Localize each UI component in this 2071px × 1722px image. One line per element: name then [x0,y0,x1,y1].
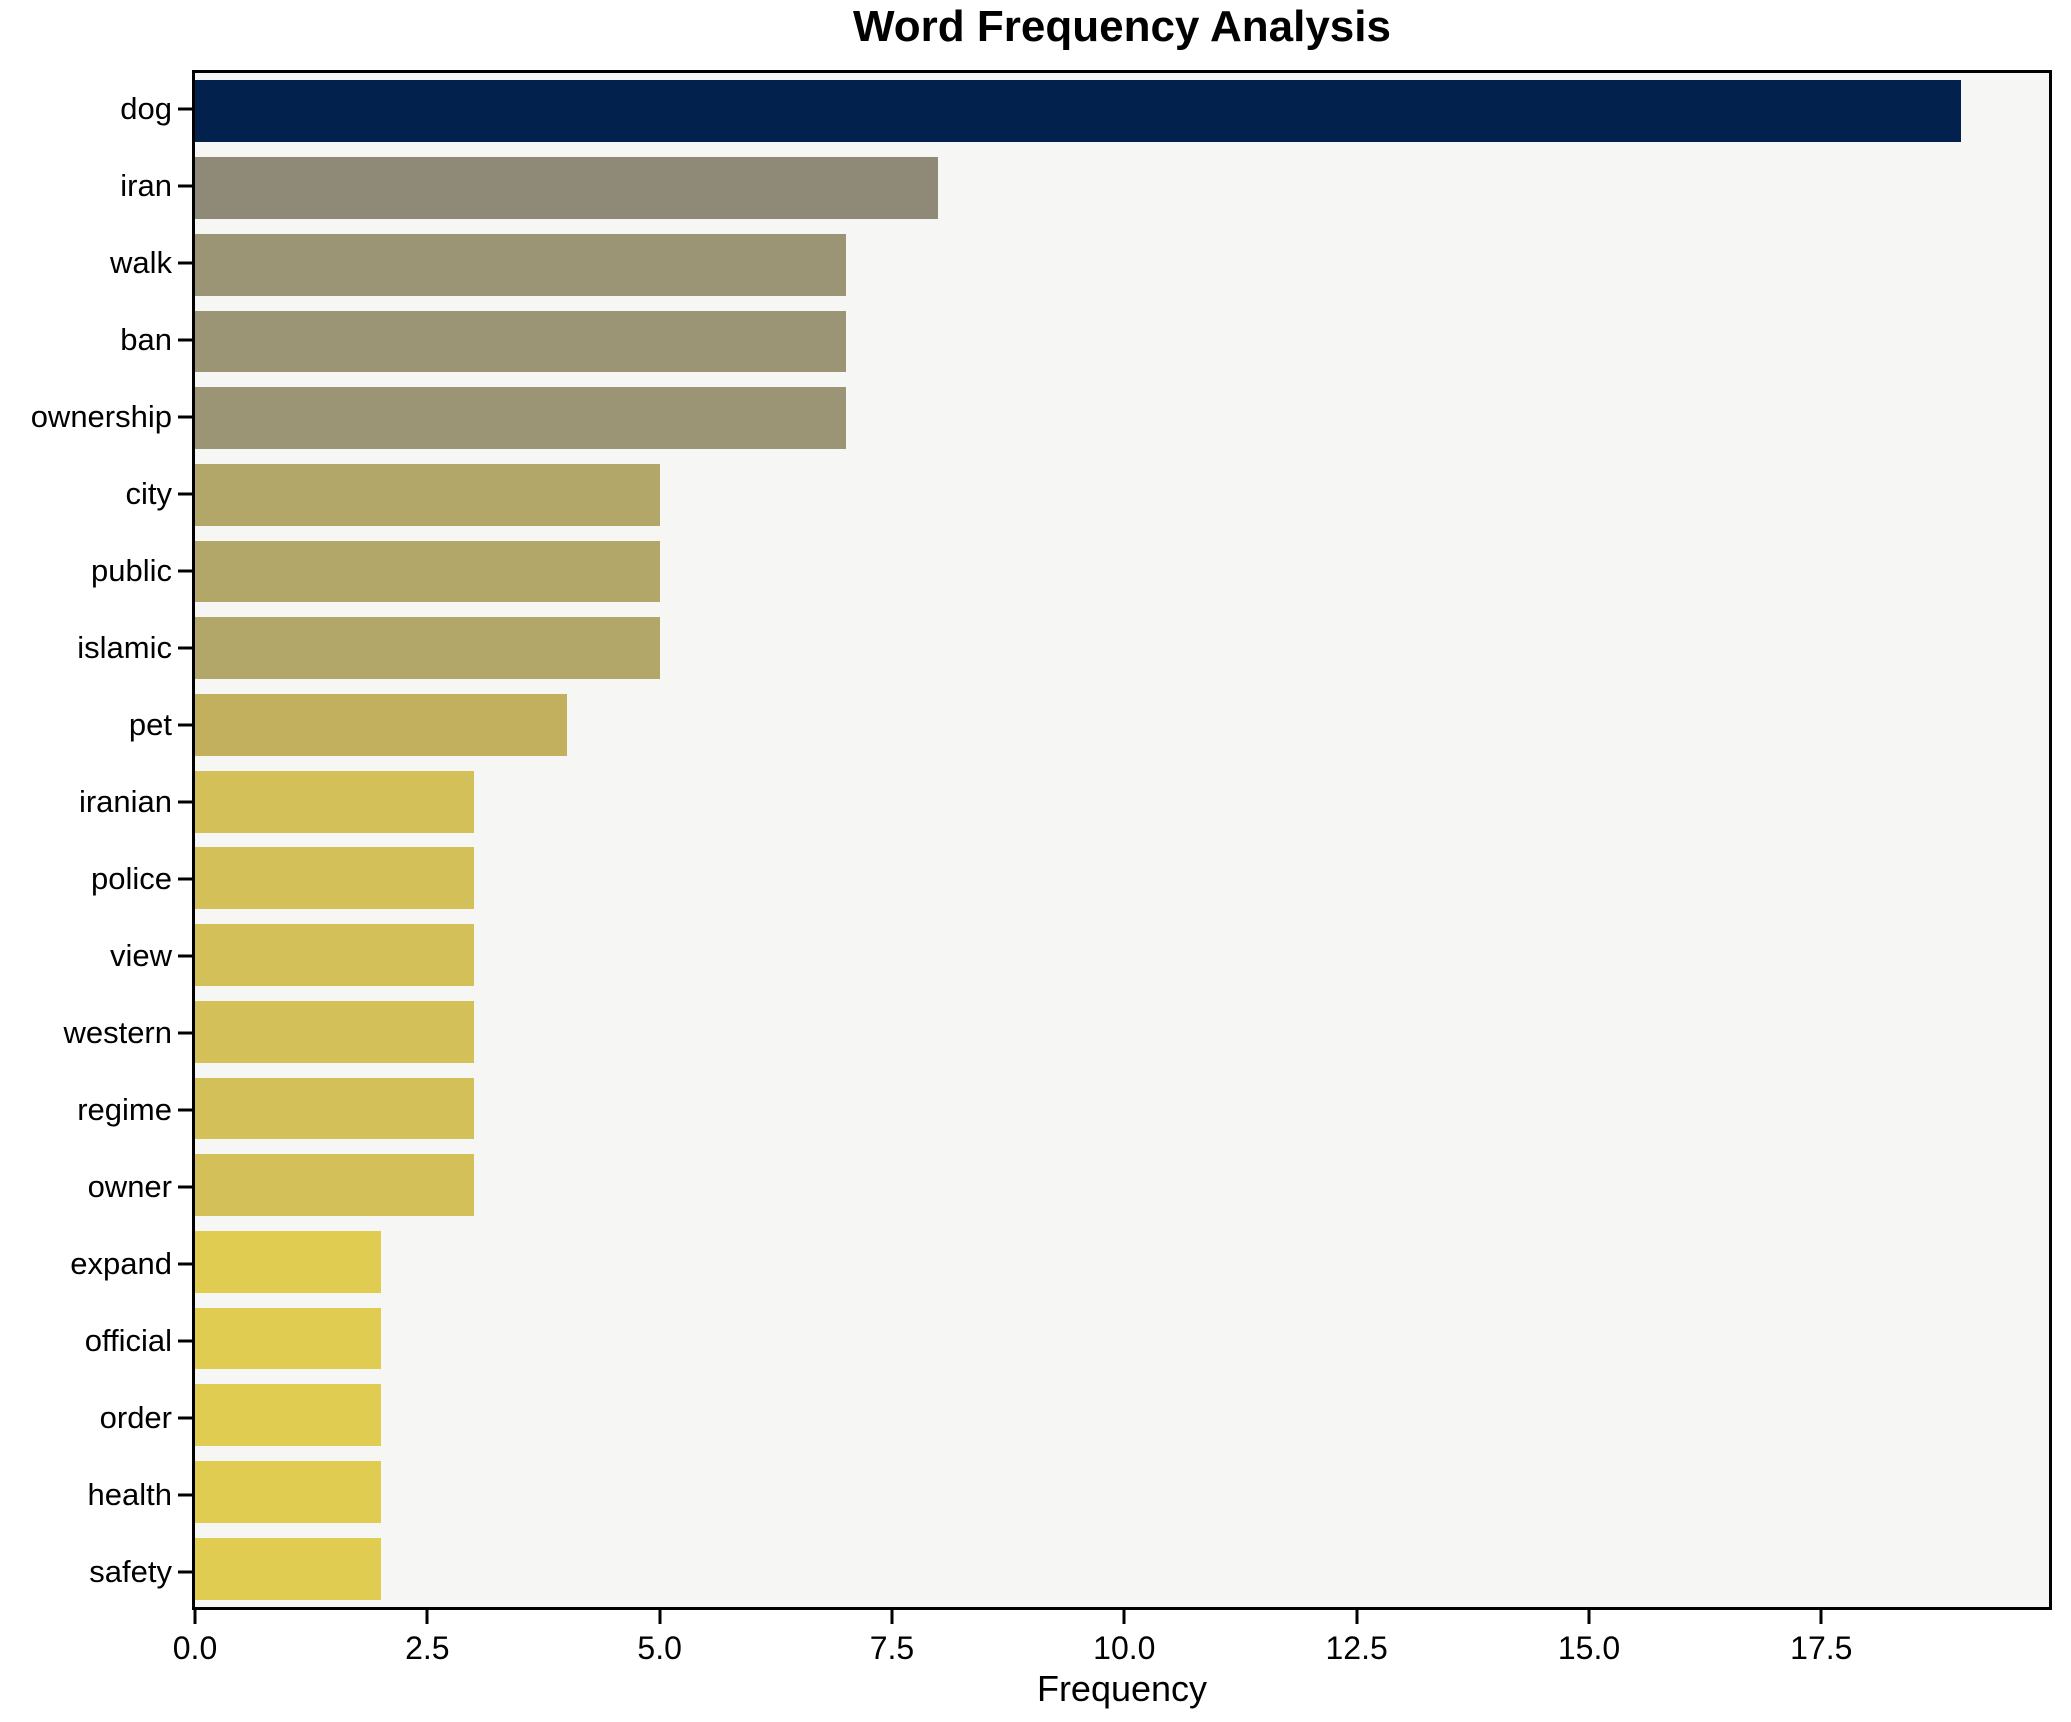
y-tick-mark [178,261,192,264]
y-tick-label-safety: safety [89,1553,172,1589]
x-tick-mark [890,1610,894,1624]
y-tick-label-dog: dog [120,90,172,126]
y-tick-label-owner: owner [87,1168,172,1204]
y-tick-label-police: police [91,860,172,896]
bar-series [195,73,2049,1607]
x-tick-label-15.0: 15.0 [1557,1630,1621,1666]
y-tick-mark [178,1031,192,1034]
y-tick-mark [178,1416,192,1419]
bar-safety [195,1537,381,1600]
bar-ownership [195,387,846,450]
y-tick-label-ban: ban [120,321,172,357]
y-axis-labels: dog iran walk ban ownership city public islamic… [0,70,172,1610]
x-tick-mark [425,1610,429,1624]
y-axis-tick-marks [178,70,192,1610]
y-tick-label-city: city [125,475,173,511]
y-tick-mark [178,569,192,572]
y-tick-label-regime: regime [77,1091,172,1127]
x-tick-mark [1819,1610,1823,1624]
x-tick-mark [193,1610,197,1624]
bar-iran [195,157,939,219]
bar-western [195,1000,474,1063]
bar-owner [195,1154,474,1217]
x-tick-mark [1122,1610,1126,1624]
y-tick-mark [178,800,192,803]
y-tick-label-ownership: ownership [30,398,172,434]
x-tick-mark [658,1610,662,1624]
y-tick-label-view: view [109,937,172,973]
y-tick-mark [178,492,192,495]
y-tick-mark [178,646,192,649]
y-tick-label-walk: walk [109,244,172,280]
x-tick-label-5.0: 5.0 [637,1630,682,1666]
x-tick-label-10.0: 10.0 [1093,1630,1156,1666]
y-tick-label-iran: iran [120,167,172,203]
y-tick-mark [178,1262,192,1265]
y-tick-label-order: order [99,1399,172,1435]
x-tick-label-12.5: 12.5 [1325,1630,1388,1666]
bar-expand [195,1230,381,1293]
x-tick-label-0.0: 0.0 [172,1630,218,1666]
y-tick-label-iranian: iranian [78,783,172,819]
y-tick-mark [178,415,192,418]
y-tick-mark [178,877,192,880]
x-tick-label-7.5: 7.5 [869,1630,915,1666]
bar-ban [195,310,846,373]
x-tick-mark [1587,1610,1591,1624]
y-tick-mark [178,338,192,341]
y-tick-mark [178,1108,192,1111]
bar-official [195,1307,381,1370]
bar-iranian [195,770,474,833]
y-tick-mark [178,1339,192,1342]
bar-health [195,1461,381,1523]
y-tick-mark [178,1185,192,1188]
y-tick-label-public: public [91,552,172,588]
bar-public [195,540,660,603]
x-tick-label-17.5: 17.5 [1790,1630,1853,1666]
bar-islamic [195,617,660,680]
y-tick-mark [178,723,192,726]
bar-dog [195,80,1961,143]
plot-area [192,70,2052,1610]
y-tick-label-western: western [63,1014,172,1050]
x-tick-mark [1355,1610,1359,1624]
x-tick-label-2.5: 2.5 [405,1630,450,1666]
y-tick-mark [178,107,192,110]
bar-police [195,847,474,910]
x-axis-label: Frequency [1036,1668,1208,1709]
bar-walk [195,233,846,296]
bar-order [195,1384,381,1447]
y-tick-label-health: health [87,1476,172,1512]
bar-regime [195,1077,474,1140]
chart-title: Word Frequency Analysis [853,2,1391,51]
y-tick-label-islamic: islamic [77,629,172,665]
y-tick-mark [178,1493,192,1496]
y-tick-mark [178,954,192,957]
y-tick-mark [178,1570,192,1573]
bar-view [195,924,474,986]
y-tick-label-expand: expand [70,1245,172,1281]
y-tick-label-pet: pet [128,706,172,742]
y-tick-mark [178,184,192,187]
bar-pet [195,694,567,756]
y-tick-label-official: official [84,1322,172,1358]
bar-city [195,463,660,526]
